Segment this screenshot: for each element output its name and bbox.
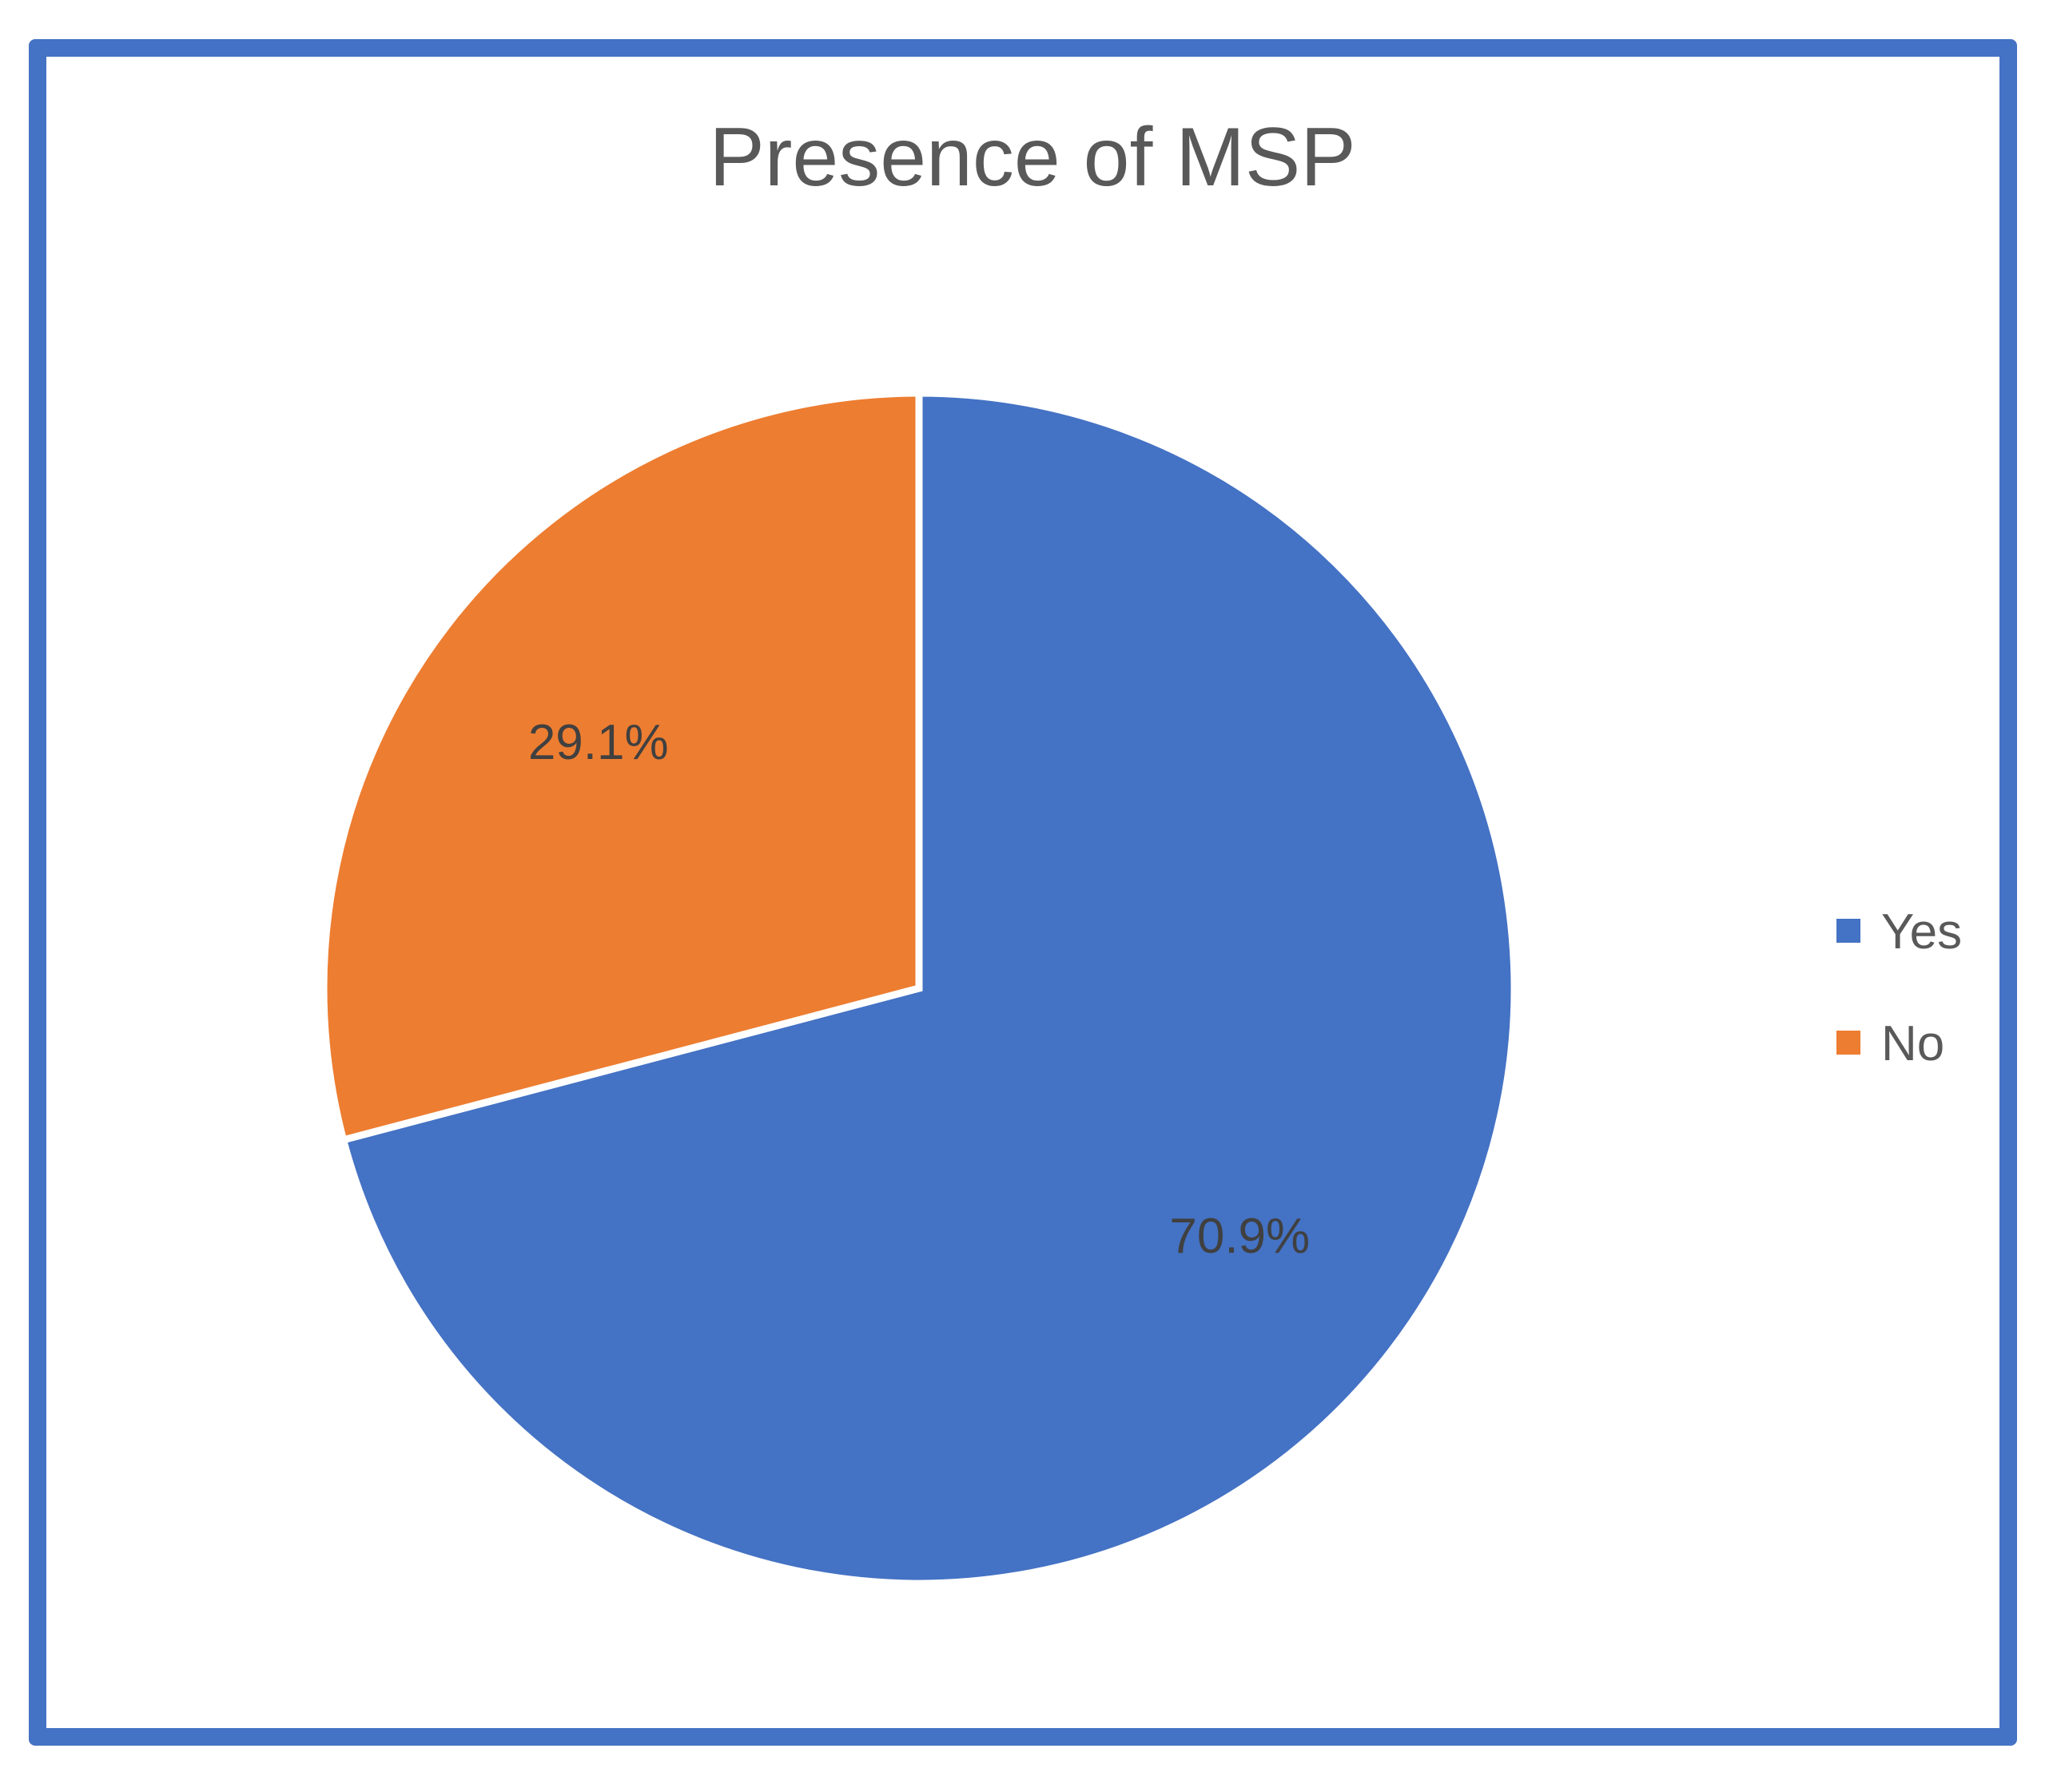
pie-slices xyxy=(320,389,1518,1587)
legend-swatch-no xyxy=(1836,1031,1860,1055)
pie-slice-no xyxy=(320,389,923,1145)
legend: Yes No xyxy=(1836,904,1962,1071)
data-labels: 70.9% 29.1% xyxy=(528,715,1310,1264)
legend-swatch-yes xyxy=(1836,919,1860,943)
legend-label-no: No xyxy=(1881,1016,1944,1071)
data-label-no: 29.1% xyxy=(528,715,669,770)
pie-slice-yes xyxy=(339,389,1518,1587)
data-label-yes: 70.9% xyxy=(1169,1209,1310,1264)
legend-label-yes: Yes xyxy=(1881,904,1962,960)
chart-title: Presence of MSP xyxy=(709,111,1355,204)
